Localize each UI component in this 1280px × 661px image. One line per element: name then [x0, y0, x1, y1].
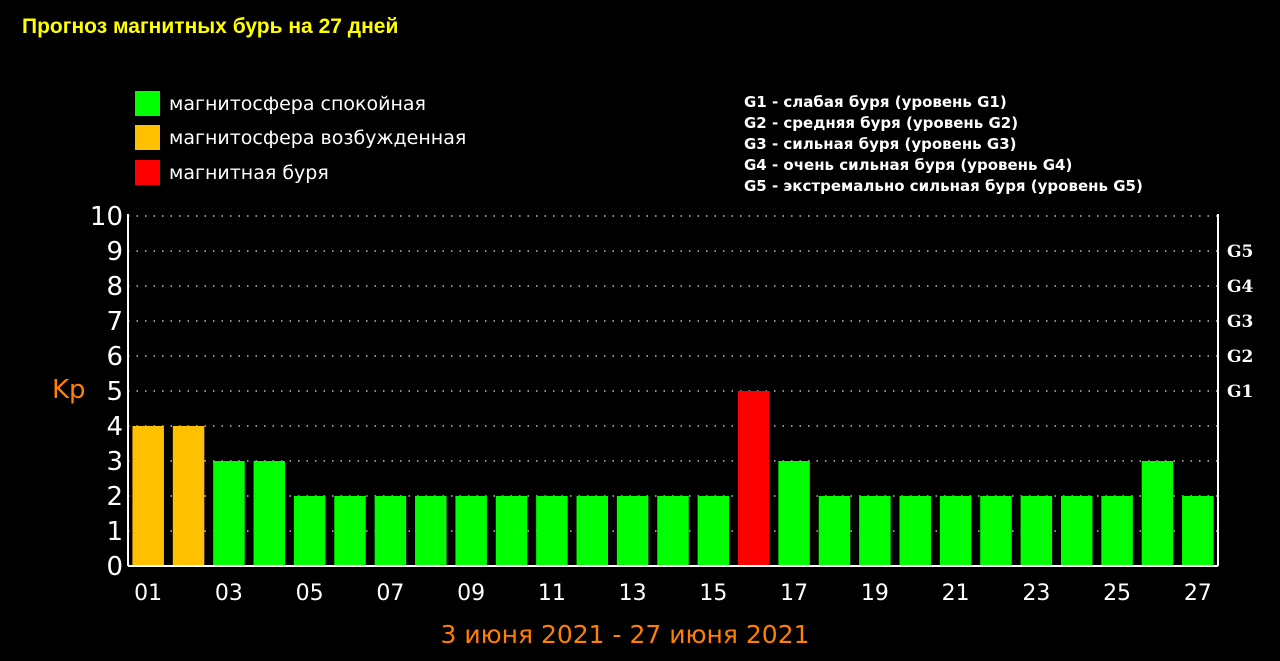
legend-swatch-excited [135, 125, 160, 150]
bar [778, 461, 810, 566]
bar [1020, 496, 1053, 566]
g-level-tick-label: G2 [1227, 347, 1253, 367]
y-tick-label: 8 [106, 272, 123, 302]
bar [1060, 496, 1093, 566]
x-tick-labels: 01 03 05 07 09 11 13 15 17 19 21 23 25 27 [134, 581, 1212, 606]
bar [455, 496, 487, 566]
legend-label-calm: магнитосфера спокойная [169, 93, 426, 115]
y-tick-label: 2 [106, 482, 123, 512]
legend-swatch-storm [135, 160, 160, 185]
y-tick-label: 0 [106, 552, 123, 582]
storm-level-g1: G1 - слабая буря (уровень G1) [744, 93, 1007, 111]
x-tick-label: 05 [296, 581, 324, 606]
legend: магнитосфера спокойная магнитосфера возб… [135, 91, 466, 185]
x-tick-label: 03 [215, 581, 243, 606]
bar [899, 496, 931, 566]
g-level-tick-label: G5 [1227, 242, 1253, 262]
bar [576, 496, 609, 566]
y-tick-label: 3 [106, 447, 123, 477]
storm-level-g5: G5 - экстремально сильная буря (уровень … [744, 177, 1143, 195]
bar [1101, 496, 1133, 566]
bar [818, 496, 851, 566]
bar [536, 496, 568, 566]
x-tick-label: 07 [376, 581, 404, 606]
bar [697, 496, 730, 566]
y-tick-label: 4 [106, 412, 123, 442]
bar [1141, 461, 1174, 566]
g-level-tick-labels: G1 G2 G3 G4 G5 [1227, 242, 1254, 402]
bar [495, 496, 528, 566]
y-tick-label: 7 [106, 307, 123, 337]
x-tick-label: 11 [538, 581, 566, 606]
bar [415, 496, 447, 566]
chart-title: Прогноз магнитных бурь на 27 дней [22, 15, 398, 38]
bar [253, 461, 286, 566]
y-tick-labels: 0 1 2 3 4 5 6 7 8 9 10 [90, 202, 123, 582]
storm-level-g4: G4 - очень сильная буря (уровень G4) [744, 156, 1072, 174]
bar [616, 496, 649, 566]
storm-level-g2: G2 - средняя буря (уровень G2) [744, 114, 1018, 132]
y-tick-label: 9 [106, 237, 123, 267]
axes [127, 214, 1219, 567]
bar [293, 496, 326, 566]
x-tick-label: 17 [780, 581, 808, 606]
x-tick-label: 19 [861, 581, 889, 606]
bar [213, 461, 245, 566]
g-level-tick-label: G1 [1227, 382, 1253, 402]
y-tick-label: 5 [106, 377, 123, 407]
x-tick-label: 13 [619, 581, 647, 606]
bar [737, 391, 770, 566]
bars [132, 391, 1214, 566]
x-tick-label: 27 [1184, 581, 1212, 606]
gridlines [128, 215, 1218, 532]
x-tick-label: 25 [1103, 581, 1131, 606]
legend-label-storm: магнитная буря [169, 162, 329, 184]
y-tick-label: 1 [106, 517, 123, 547]
x-tick-label: 23 [1022, 581, 1050, 606]
bar [1182, 496, 1214, 566]
y-axis-label: Kp [52, 375, 86, 405]
bar [172, 426, 205, 566]
g-level-tick-label: G4 [1227, 277, 1254, 297]
x-axis-label: 3 июня 2021 - 27 июня 2021 [440, 620, 809, 649]
bar [132, 426, 164, 566]
x-tick-label: 09 [457, 581, 485, 606]
bar [374, 496, 407, 566]
x-tick-label: 01 [134, 581, 162, 606]
x-tick-label: 21 [942, 581, 970, 606]
bar [980, 496, 1012, 566]
x-tick-label: 15 [699, 581, 727, 606]
storm-level-legend: G1 - слабая буря (уровень G1) G2 - средн… [744, 93, 1143, 195]
g-level-tick-label: G3 [1227, 312, 1253, 332]
bar [657, 496, 689, 566]
bar [939, 496, 972, 566]
legend-swatch-calm [135, 91, 160, 116]
y-tick-label: 6 [106, 342, 123, 372]
bar [334, 496, 366, 566]
storm-level-g3: G3 - сильная буря (уровень G3) [744, 135, 1017, 153]
y-tick-label: 10 [90, 202, 123, 232]
legend-label-excited: магнитосфера возбужденная [169, 127, 466, 149]
bar [859, 496, 891, 566]
